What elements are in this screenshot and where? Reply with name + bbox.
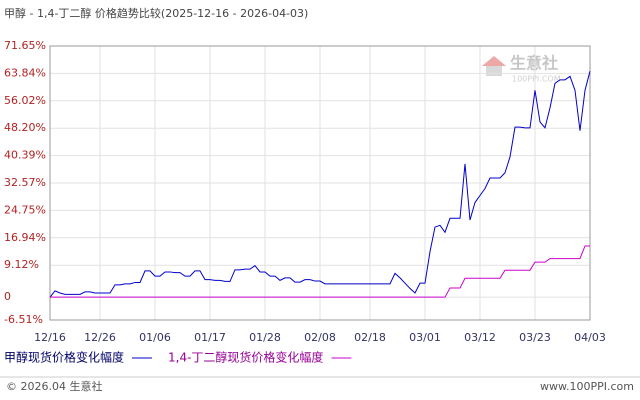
watermark: 生意社 100PPI.COM: [482, 54, 561, 84]
x-tick-label: 04/03: [574, 331, 606, 344]
logo-roof: [482, 56, 506, 66]
plot-area: 71.65% 63.84% 56.02% 48.20% 40.39% 32.57% 24.7…: [4, 39, 606, 344]
x-tick-label: 02/18: [354, 331, 386, 344]
y-tick-label: 40.39%: [4, 149, 46, 162]
y-tick-label: -6.51%: [4, 313, 43, 326]
y-tick-label: 63.84%: [4, 66, 46, 79]
y-tick-label: 9.12%: [4, 258, 39, 271]
y-tick-label: 16.94%: [4, 231, 46, 244]
footer-url: www.100PPI.com: [540, 380, 634, 393]
x-tick-label: 01/06: [139, 331, 171, 344]
legend-label: 甲醇现货价格变化幅度: [4, 350, 124, 365]
plot-frame: [49, 45, 591, 321]
logo-house: [486, 66, 502, 76]
x-tick-label: 01/28: [249, 331, 281, 344]
x-tick-label: 02/08: [304, 331, 336, 344]
x-tick-label: 03/01: [409, 331, 441, 344]
footer-copyright: © 2026.04 生意社: [6, 379, 102, 393]
watermark-brand: 生意社: [510, 54, 558, 73]
x-tick-label: 03/12: [464, 331, 496, 344]
chart-title: 甲醇 - 1,4-丁二醇 价格趋势比较(2025-12-16 - 2026-04…: [4, 6, 308, 20]
watermark-site: 100PPI.COM: [512, 75, 561, 84]
y-tick-label: 24.75%: [4, 203, 46, 216]
series-line: [49, 70, 591, 298]
y-tick-label: 48.20%: [4, 121, 46, 134]
y-tick-label: 0: [4, 290, 11, 303]
y-tick-label: 71.65%: [4, 39, 46, 52]
legend-label: 1,4-丁二醇现货价格变化幅度: [168, 350, 323, 365]
x-tick-label: 12/26: [84, 331, 116, 344]
x-tick-label: 01/17: [194, 331, 226, 344]
y-tick-label: 56.02%: [4, 94, 46, 107]
series-line: [50, 245, 590, 298]
x-tick-label: 03/23: [519, 331, 551, 344]
x-tick-label: 12/16: [34, 331, 66, 344]
y-tick-label: 32.57%: [4, 176, 46, 189]
